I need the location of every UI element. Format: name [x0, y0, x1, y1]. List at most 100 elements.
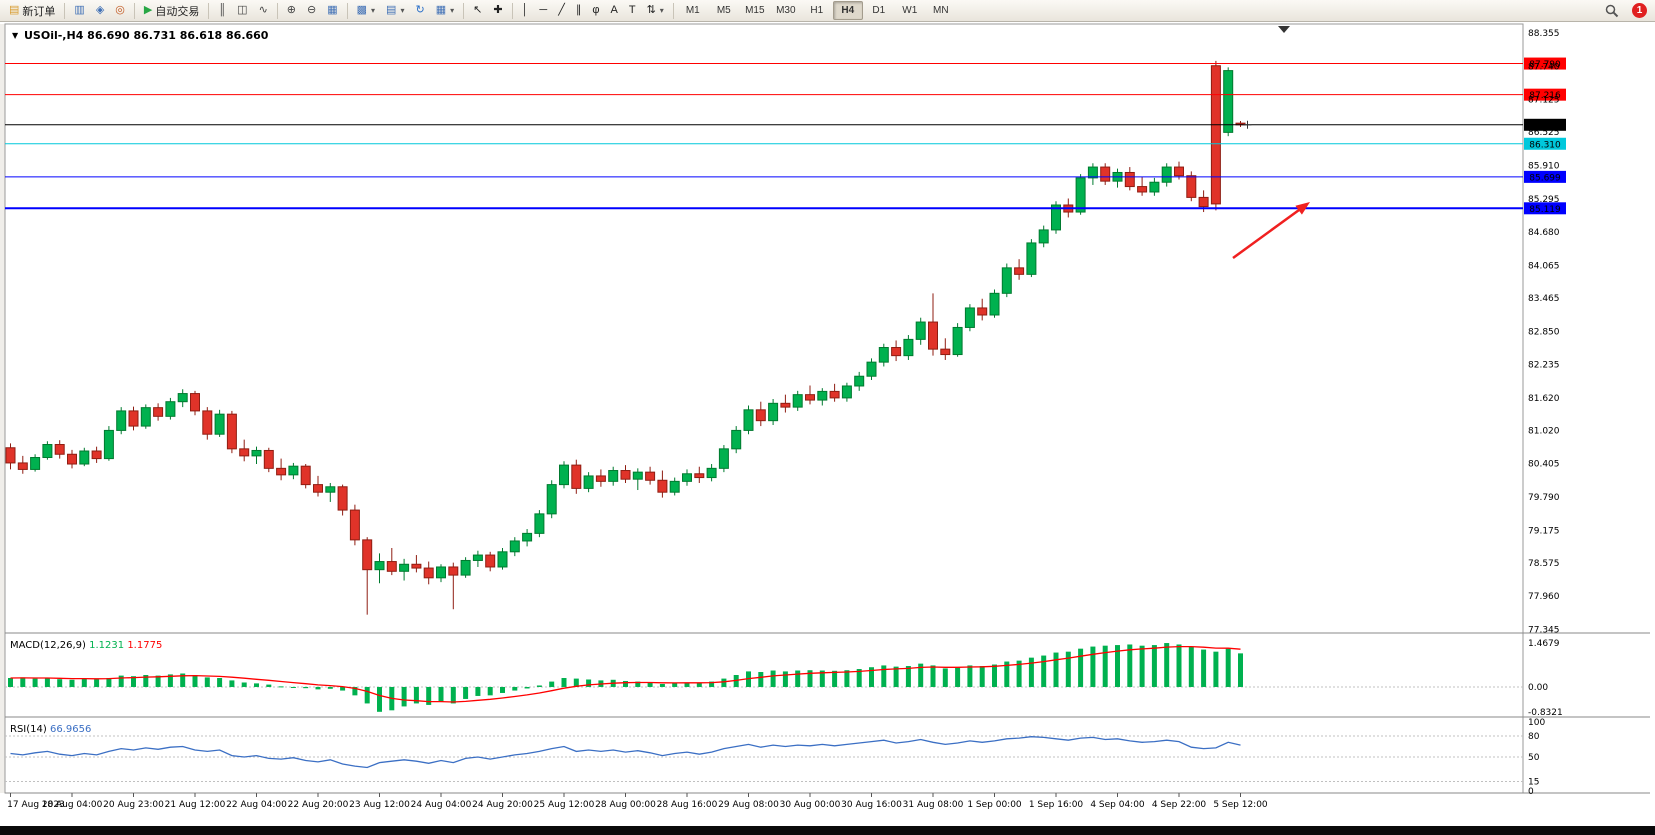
- navigator-button[interactable]: ◈: [91, 1, 109, 21]
- template-button[interactable]: ▦ ▾: [431, 1, 459, 21]
- candle: [755, 409, 766, 422]
- label-button[interactable]: T: [624, 1, 641, 21]
- zoom-out-button[interactable]: ⊖: [302, 1, 321, 21]
- candle: [878, 347, 889, 363]
- chart-plot-area[interactable]: [5, 24, 1523, 632]
- candles-layer: [5, 60, 1246, 615]
- cursor-button[interactable]: ↖: [468, 1, 487, 21]
- macd-pane: MACD(12,26,9) 1.1231 1.1775 1.4679 0.00 -0.…: [5, 639, 1563, 718]
- candle: [54, 444, 65, 455]
- candle: [534, 513, 545, 534]
- candle: [485, 554, 496, 568]
- arrows-button[interactable]: ⇅ ▾: [642, 1, 669, 21]
- candle: [841, 385, 852, 399]
- timeframe-button-h4[interactable]: H4: [832, 1, 863, 20]
- horizontal-line-button[interactable]: ─: [534, 1, 552, 21]
- candle: [276, 467, 287, 476]
- candle: [1001, 267, 1012, 294]
- svg-text:21 Aug 12:00: 21 Aug 12:00: [165, 800, 226, 810]
- hline-87_790[interactable]: 87.790: [5, 57, 1566, 70]
- timeframe-button-m30[interactable]: M30: [776, 5, 796, 16]
- hline-86_310[interactable]: 86.310: [5, 137, 1566, 151]
- candlestick-chart-button[interactable]: ◫: [232, 1, 252, 21]
- price-tag: 86.660: [1529, 121, 1561, 131]
- price-tag: 86.310: [1529, 140, 1561, 150]
- refresh-button[interactable]: ↻: [410, 1, 429, 21]
- timeframe-button-m5[interactable]: M5: [716, 5, 731, 16]
- candle: [632, 471, 643, 480]
- svg-text:30 Aug 00:00: 30 Aug 00:00: [780, 800, 841, 810]
- crosshair-button[interactable]: ✚: [488, 1, 507, 21]
- timeframe-button-m15[interactable]: M15: [745, 5, 765, 16]
- auto-trading-button[interactable]: ▶ 自动交易: [139, 1, 204, 21]
- new-chart-button[interactable]: ▩ ▾: [352, 1, 380, 21]
- hline-85_699[interactable]: 85.699: [5, 170, 1566, 184]
- candle: [792, 394, 803, 408]
- svg-text:84.680: 84.680: [1528, 228, 1560, 238]
- timeframe-button-h1[interactable]: H1: [810, 5, 824, 16]
- svg-text:83.465: 83.465: [1528, 294, 1560, 304]
- zoom-in-button[interactable]: ⊕: [282, 1, 301, 21]
- hline-85_119[interactable]: 85.119: [5, 202, 1566, 215]
- market-watch-button[interactable]: ▥: [69, 1, 89, 21]
- chart-header: ▼ USOil-,H4 86.690 86.731 86.618 86.660: [12, 29, 269, 42]
- channel-button[interactable]: ∥: [571, 1, 587, 21]
- timeframe-button-m1[interactable]: M1: [685, 5, 700, 16]
- svg-text:79.175: 79.175: [1528, 526, 1560, 536]
- bar-chart-button[interactable]: ║: [213, 1, 231, 21]
- new-order-button[interactable]: ▤ 新订单: [4, 1, 60, 21]
- svg-text:30 Aug 16:00: 30 Aug 16:00: [841, 800, 902, 810]
- hline-86_660[interactable]: 86.660: [5, 118, 1566, 132]
- profiles-button[interactable]: ▤ ▾: [381, 1, 409, 21]
- candle: [1174, 166, 1184, 177]
- candle: [1075, 177, 1086, 213]
- tile-windows-button[interactable]: ▦: [322, 1, 342, 21]
- market-watch-icon: ▥: [74, 4, 85, 16]
- svg-text:23 Aug 12:00: 23 Aug 12:00: [349, 800, 410, 810]
- candle: [964, 307, 975, 328]
- line-chart-button[interactable]: ∿: [254, 1, 273, 21]
- text-button[interactable]: A: [605, 1, 622, 21]
- candle: [497, 551, 508, 568]
- order-ticket-icon: ▤: [9, 4, 20, 16]
- trendline-button[interactable]: ╱: [553, 1, 570, 21]
- svg-text:24 Aug 04:00: 24 Aug 04:00: [411, 800, 472, 810]
- horizontal-line-icon: ─: [539, 4, 548, 16]
- chart-menu-icon[interactable]: ▼: [12, 31, 19, 40]
- new-chart-icon: ▩: [356, 4, 368, 16]
- candle: [436, 566, 446, 579]
- candle: [718, 448, 729, 469]
- timeframe-button-w1[interactable]: W1: [902, 5, 918, 16]
- candle: [1026, 242, 1037, 275]
- toolbar-separator: [276, 2, 278, 19]
- candle: [940, 348, 951, 356]
- svg-text:81.620: 81.620: [1528, 394, 1560, 404]
- candlestick-chart-icon: ◫: [237, 4, 248, 16]
- chevron-down-icon: ▾: [659, 6, 664, 15]
- notification-badge[interactable]: 1: [1632, 3, 1647, 18]
- fibonacci-button[interactable]: φ: [587, 1, 604, 21]
- svg-text:87.740: 87.740: [1528, 62, 1560, 72]
- toolbar-right: 1: [1600, 1, 1651, 21]
- svg-text:28 Aug 16:00: 28 Aug 16:00: [657, 800, 718, 810]
- candle: [374, 561, 385, 571]
- candle: [571, 464, 582, 489]
- vertical-line-button[interactable]: │: [517, 1, 534, 21]
- toolbar-separator: [672, 2, 674, 19]
- svg-text:5 Sep 12:00: 5 Sep 12:00: [1213, 800, 1268, 810]
- candle: [17, 462, 28, 470]
- search-button[interactable]: [1600, 1, 1624, 21]
- terminal-button[interactable]: ◎: [110, 1, 130, 21]
- arrow-annotation[interactable]: [1232, 202, 1310, 260]
- timeframe-button-d1[interactable]: D1: [872, 5, 886, 16]
- candle: [202, 410, 213, 435]
- hline-87_216[interactable]: 87.216: [5, 88, 1566, 102]
- new-order-label: 新订单: [22, 5, 56, 18]
- candle: [1198, 196, 1209, 208]
- chart-shift-marker[interactable]: [1278, 26, 1290, 33]
- candle: [817, 390, 828, 401]
- svg-text:22 Aug 04:00: 22 Aug 04:00: [226, 800, 287, 810]
- svg-text:78.575: 78.575: [1528, 559, 1560, 569]
- timeframe-button-mn[interactable]: MN: [933, 5, 949, 16]
